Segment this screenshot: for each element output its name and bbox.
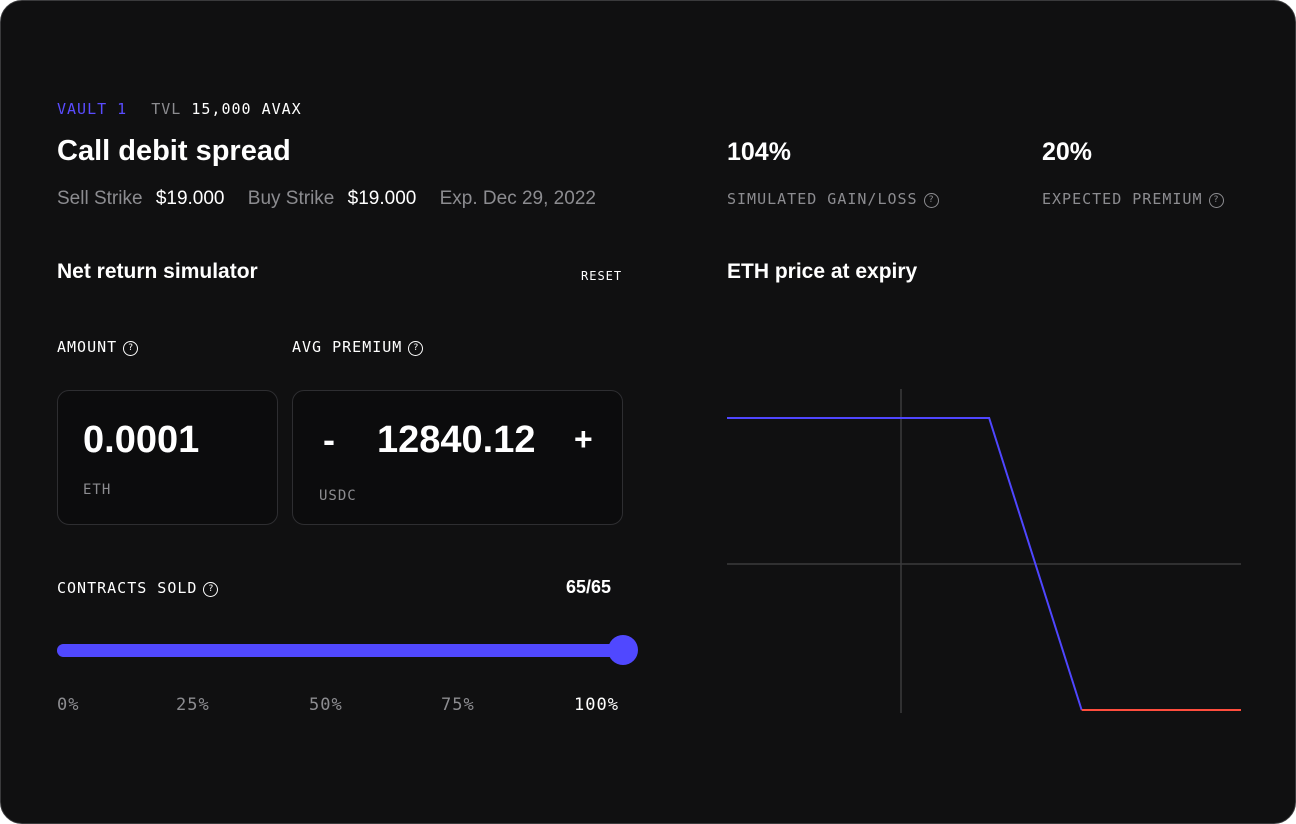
slider-tick-50: 50% [309, 695, 343, 715]
strike-details: Sell Strike $19.000 Buy Strike $19.000 E… [57, 188, 596, 210]
expected-premium-value: 20% [1042, 138, 1093, 166]
premium-stepper[interactable]: - 12840.12 + USDC [292, 390, 623, 525]
question-circle-icon[interactable]: ? [408, 341, 424, 356]
contracts-value: 65/65 [566, 577, 612, 597]
strategy-title: Call debit spread [57, 135, 291, 167]
sell-strike-label: Sell Strike [57, 188, 143, 209]
contracts-slider-fill [57, 644, 623, 657]
vault-meta: VAULT 1 TVL 15,000 AVAX [57, 100, 302, 118]
slider-tick-0: 0% [57, 695, 80, 715]
amount-label: AMOUNT [57, 338, 118, 356]
question-circle-icon[interactable]: ? [1208, 193, 1224, 208]
amount-unit: ETH [83, 482, 112, 498]
slider-tick-100: 100% [574, 695, 619, 715]
question-circle-icon[interactable]: ? [923, 193, 939, 208]
tvl-value: 15,000 AVAX [191, 100, 302, 118]
simulator-title: Net return simulator [57, 260, 258, 283]
contracts-label-wrap: CONTRACTS SOLD? [57, 579, 219, 597]
buy-strike-value: $19.000 [347, 188, 417, 209]
reset-button[interactable]: RESET [581, 269, 623, 283]
premium-label-wrap: AVG PREMIUM? [292, 338, 424, 356]
simulated-gain-label: SIMULATED GAIN/LOSS [727, 190, 918, 208]
amount-label-wrap: AMOUNT? [57, 338, 139, 356]
expected-premium-label-wrap: EXPECTED PREMIUM? [1042, 190, 1224, 208]
payoff-line-gain [727, 417, 1083, 711]
expiry-date: Exp. Dec 29, 2022 [439, 188, 596, 209]
increment-button[interactable]: + [574, 421, 593, 457]
premium-label: AVG PREMIUM [292, 338, 403, 356]
chart-title: ETH price at expiry [727, 260, 918, 283]
contracts-label: CONTRACTS SOLD [57, 579, 198, 597]
question-circle-icon[interactable]: ? [203, 582, 219, 597]
amount-input[interactable]: 0.0001 ETH [57, 390, 278, 525]
vault-label: VAULT 1 [57, 100, 128, 118]
question-circle-icon[interactable]: ? [123, 341, 139, 356]
simulated-gain-value: 104% [727, 138, 791, 166]
expected-premium-label: EXPECTED PREMIUM [1042, 190, 1203, 208]
decrement-button[interactable]: - [323, 419, 335, 460]
sell-strike-value: $19.000 [155, 188, 225, 209]
buy-strike-label: Buy Strike [247, 188, 335, 209]
slider-tick-75: 75% [441, 695, 475, 715]
premium-value[interactable]: 12840.12 [377, 419, 536, 461]
contracts-slider-thumb[interactable] [607, 635, 638, 665]
tvl-label: TVL [151, 100, 182, 118]
premium-unit: USDC [319, 488, 357, 504]
contracts-slider-track[interactable] [57, 644, 623, 657]
amount-value[interactable]: 0.0001 [83, 419, 200, 461]
slider-tick-25: 25% [176, 695, 210, 715]
simulated-gain-label-wrap: SIMULATED GAIN/LOSS? [727, 190, 939, 208]
payoff-chart [727, 389, 1241, 713]
